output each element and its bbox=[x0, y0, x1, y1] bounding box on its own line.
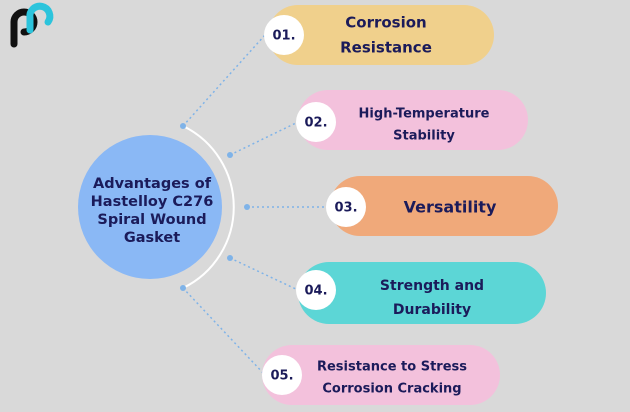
item-text: High-Temperature bbox=[359, 107, 490, 122]
center-line: Advantages of bbox=[93, 176, 212, 192]
item: 02. High-Temperature Stability bbox=[296, 90, 528, 150]
item-text: Stability bbox=[393, 129, 455, 144]
item-text: Corrosion Cracking bbox=[322, 382, 461, 397]
item-text: Resistance to Stress bbox=[317, 360, 467, 375]
item-text: Strength and bbox=[380, 278, 484, 294]
connectors bbox=[180, 34, 328, 376]
center-line: Gasket bbox=[124, 230, 180, 246]
item: 03. Versatility bbox=[326, 176, 558, 236]
item-text: Resistance bbox=[340, 39, 432, 57]
item: 04. Strength and Durability bbox=[296, 262, 546, 324]
center-circle bbox=[78, 135, 222, 279]
center-line: Hastelloy C276 bbox=[91, 194, 214, 210]
item-number: 05. bbox=[270, 369, 293, 384]
item-number: 02. bbox=[304, 116, 327, 131]
item-text: Durability bbox=[393, 302, 471, 318]
item-text: Corrosion bbox=[345, 14, 426, 32]
item: 01. Corrosion Resistance bbox=[264, 5, 494, 65]
item: 05. Resistance to Stress Corrosion Crack… bbox=[262, 345, 500, 405]
center-label: Advantages of Hastelloy C276 Spiral Woun… bbox=[91, 176, 214, 246]
arc bbox=[182, 125, 235, 289]
item-text: Versatility bbox=[404, 198, 497, 217]
item-number: 01. bbox=[272, 29, 295, 44]
item-number: 04. bbox=[304, 284, 327, 299]
item-number: 03. bbox=[334, 201, 357, 216]
logo bbox=[10, 2, 54, 48]
center-line: Spiral Wound bbox=[97, 212, 206, 228]
